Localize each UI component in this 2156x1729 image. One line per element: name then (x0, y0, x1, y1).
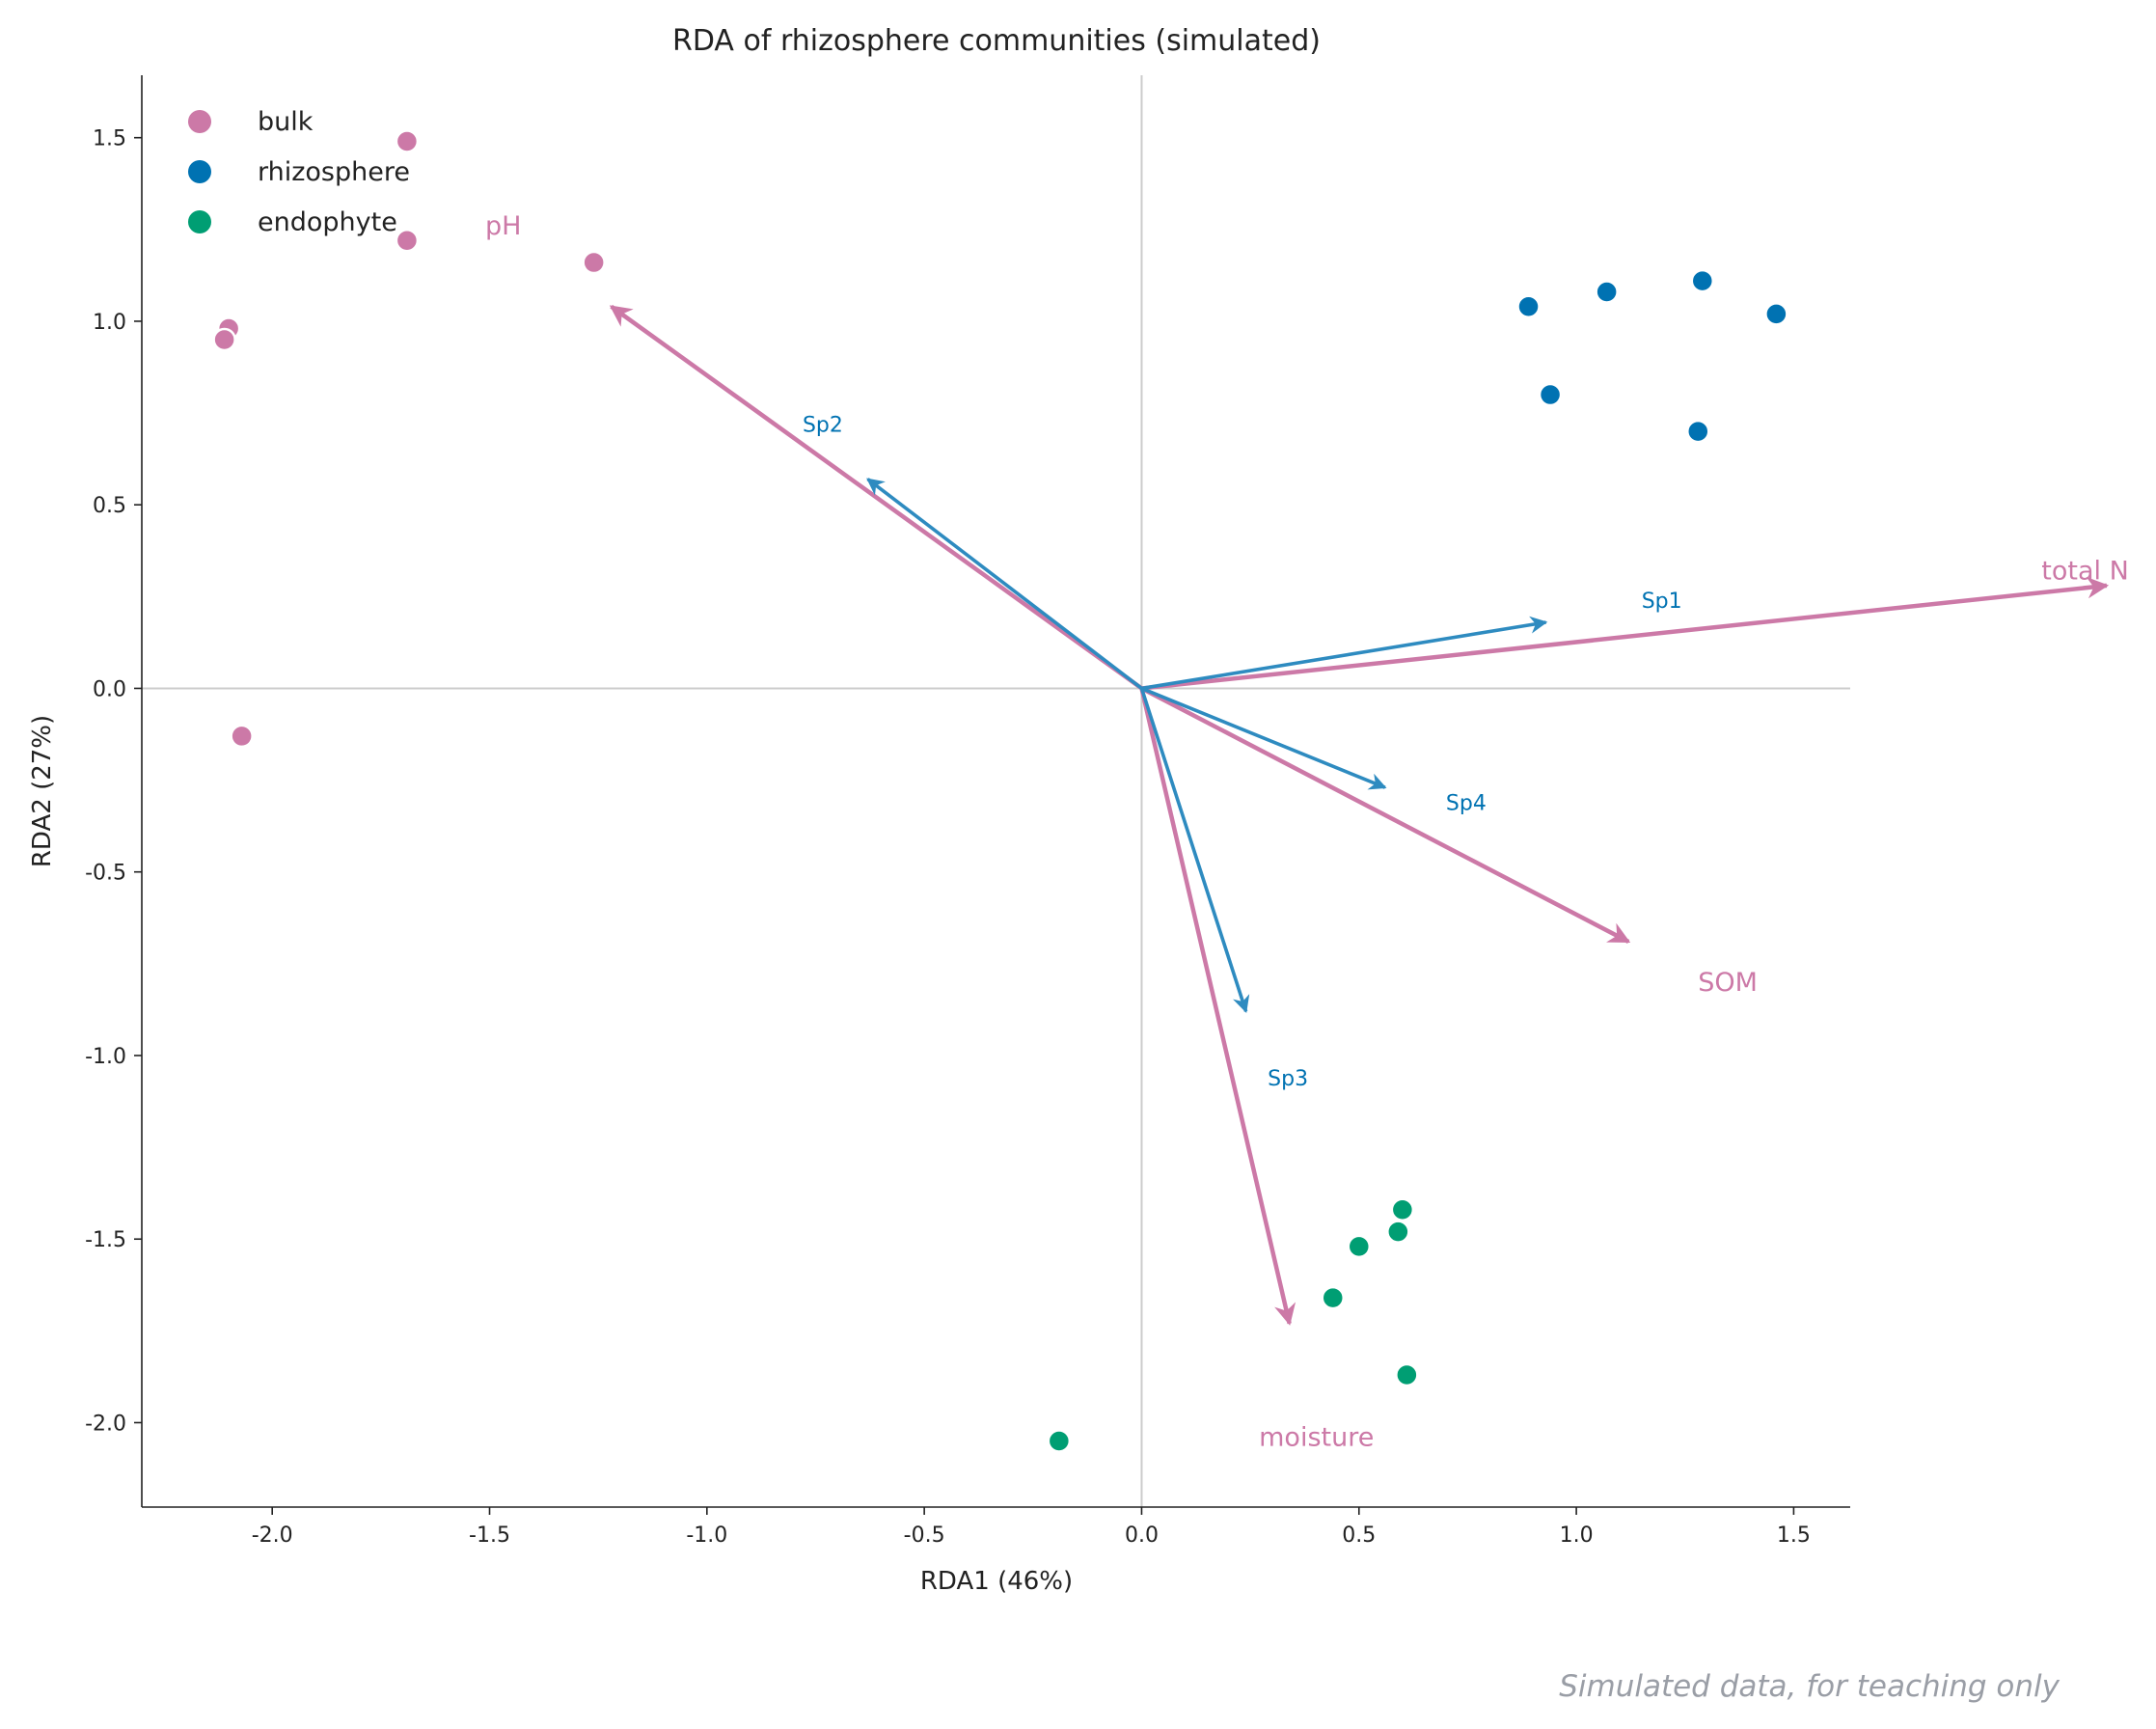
y-tick-label: 1.0 (93, 311, 126, 335)
species-arrow-sp1 (1141, 616, 1548, 691)
y-tick-label: 1.5 (93, 127, 126, 151)
x-tick-label: 1.0 (1560, 1523, 1594, 1548)
species-arrow-sp4 (1140, 686, 1387, 790)
legend-label-endophyte: endophyte (258, 207, 397, 237)
point-rhizosphere (1764, 302, 1788, 326)
point-bulk (582, 250, 606, 275)
y-tick-label: -2.0 (85, 1412, 126, 1436)
legend-marker-endophyte (188, 210, 211, 233)
point-endophyte (1347, 1234, 1372, 1259)
y-tick-label: 0.5 (93, 494, 126, 518)
point-endophyte (1386, 1220, 1410, 1244)
x-axis-label: RDA1 (46%) (920, 1567, 1073, 1596)
x-tick-label: 0.5 (1342, 1523, 1376, 1548)
environment-vectors (609, 304, 2110, 1326)
env-arrow-ph (609, 304, 1143, 691)
x-tick-label: -1.5 (469, 1523, 510, 1548)
point-endophyte (1390, 1197, 1415, 1222)
sample-points (212, 129, 1788, 1453)
env-label-moisture: moisture (1259, 1423, 1374, 1453)
point-bulk (395, 129, 420, 153)
point-rhizosphere (1538, 382, 1563, 407)
point-rhizosphere (1595, 280, 1619, 304)
x-tick-label: -2.0 (252, 1523, 293, 1548)
legend-label-bulk: bulk (258, 107, 314, 137)
species-label-sp3: Sp3 (1268, 1067, 1308, 1091)
x-tick-label: 0.0 (1125, 1523, 1159, 1548)
species-label-sp2: Sp2 (803, 413, 843, 437)
x-ticks: -2.0 -1.5 -1.0 -0.5 0.0 0.5 1.0 1.5 (252, 1507, 1811, 1548)
y-tick-label: -1.0 (85, 1045, 126, 1069)
y-axis-label: RDA2 (27%) (28, 715, 57, 867)
species-vectors (866, 478, 1548, 1014)
axes (141, 75, 1850, 1508)
y-ticks: -2.0 -1.5 -1.0 -0.5 0.0 0.5 1.0 1.5 (85, 127, 142, 1436)
footer-note: Simulated data, for teaching only (1559, 1669, 2060, 1704)
y-tick-label: 0.0 (93, 677, 126, 701)
legend-marker-bulk (188, 110, 211, 133)
point-rhizosphere (1516, 294, 1541, 318)
legend-label-rhizosphere: rhizosphere (258, 157, 410, 187)
legend: bulk rhizosphere endophyte (188, 107, 410, 237)
point-endophyte (1395, 1362, 1419, 1387)
y-tick-label: -1.5 (85, 1228, 126, 1252)
species-label-sp1: Sp1 (1642, 590, 1682, 614)
env-arrow-som (1140, 686, 1631, 945)
x-tick-label: 1.5 (1777, 1523, 1811, 1548)
chart-title: RDA of rhizosphere communities (simulate… (672, 24, 1321, 58)
env-label-total-n: total N (2041, 557, 2129, 587)
x-tick-label: -1.0 (686, 1523, 727, 1548)
env-label-som: SOM (1698, 968, 1758, 998)
zero-lines (142, 75, 1850, 1507)
env-arrow-total-n (1141, 576, 2110, 691)
vector-labels: pH total N SOM moisture Sp1 Sp2 Sp3 Sp4 (485, 211, 2129, 1453)
env-label-ph: pH (485, 211, 521, 241)
legend-marker-rhizosphere (188, 160, 211, 183)
species-label-sp4: Sp4 (1446, 791, 1487, 815)
point-endophyte (1321, 1285, 1345, 1310)
point-bulk (395, 228, 420, 253)
point-endophyte (1047, 1429, 1072, 1453)
species-arrow-sp3 (1139, 687, 1250, 1014)
point-bulk (212, 327, 236, 352)
y-tick-label: -0.5 (85, 862, 126, 886)
point-rhizosphere (1686, 419, 1710, 444)
env-arrow-moisture (1139, 687, 1296, 1326)
point-bulk (230, 724, 254, 749)
species-arrow-sp2 (866, 478, 1143, 690)
point-rhizosphere (1690, 268, 1715, 293)
x-tick-label: -0.5 (904, 1523, 945, 1548)
